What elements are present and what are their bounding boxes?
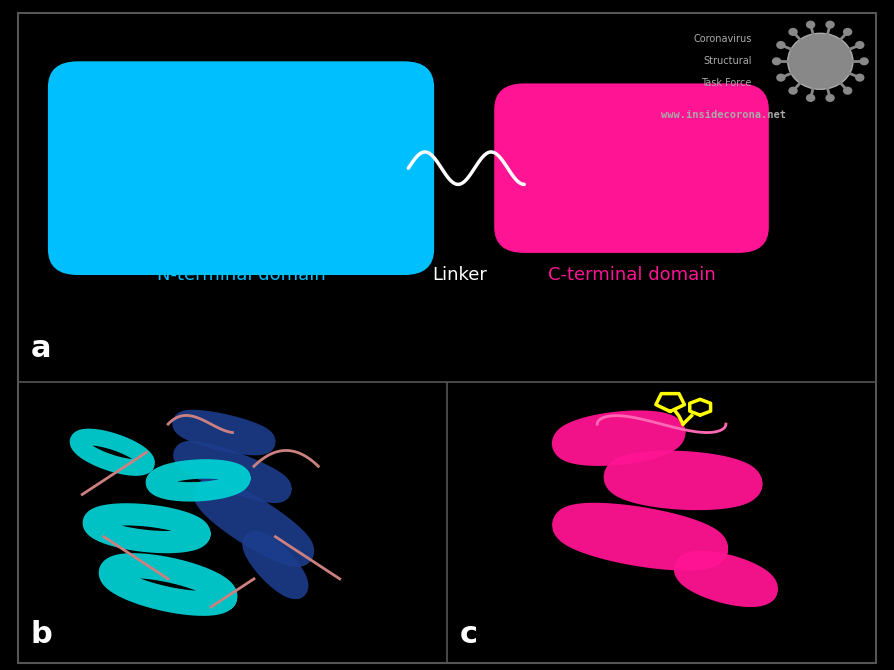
Circle shape: [843, 86, 852, 94]
Circle shape: [772, 57, 781, 66]
Text: b: b: [30, 620, 53, 649]
FancyBboxPatch shape: [48, 61, 434, 275]
Circle shape: [805, 21, 815, 29]
Circle shape: [805, 94, 815, 102]
Circle shape: [855, 41, 864, 49]
Circle shape: [843, 28, 852, 36]
Circle shape: [776, 74, 786, 82]
Circle shape: [825, 21, 835, 29]
Circle shape: [789, 86, 797, 94]
Circle shape: [789, 28, 797, 36]
Text: Structural: Structural: [704, 56, 752, 66]
FancyBboxPatch shape: [494, 83, 769, 253]
Circle shape: [859, 57, 869, 66]
Text: Coronavirus: Coronavirus: [694, 34, 752, 44]
Text: Task Force: Task Force: [701, 78, 752, 88]
Text: N-terminal domain: N-terminal domain: [156, 266, 325, 284]
Text: c: c: [460, 620, 478, 649]
Text: a: a: [30, 334, 51, 363]
Circle shape: [855, 74, 864, 82]
Text: Linker: Linker: [433, 266, 487, 284]
Circle shape: [825, 94, 835, 102]
Text: www.insidecorona.net: www.insidecorona.net: [661, 110, 786, 120]
Circle shape: [776, 41, 786, 49]
Circle shape: [788, 34, 853, 89]
Text: C-terminal domain: C-terminal domain: [548, 266, 715, 284]
